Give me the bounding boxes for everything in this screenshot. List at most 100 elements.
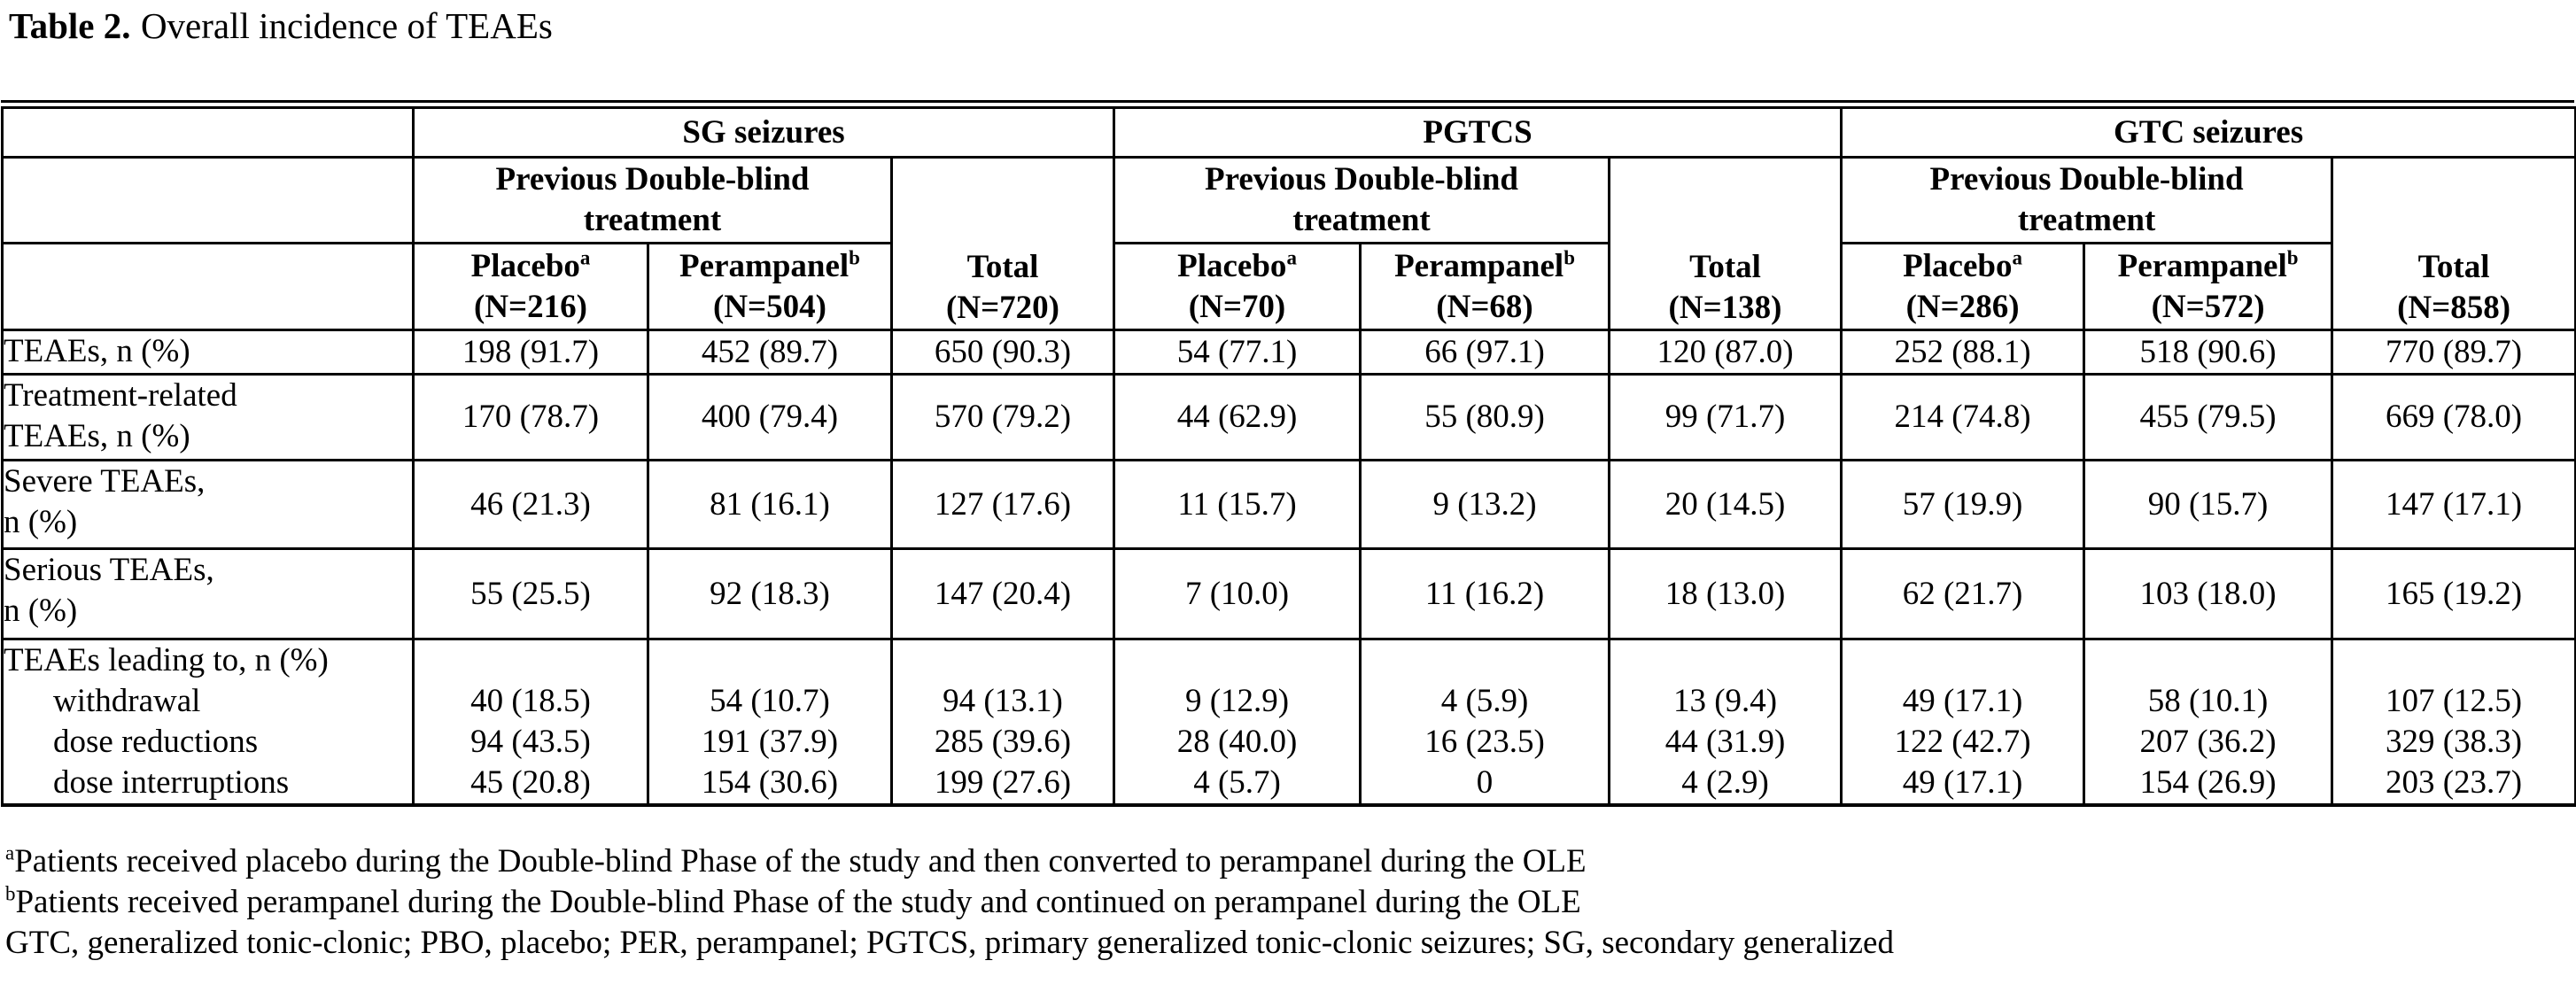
subheader-prev-treatment-sg: Previous Double-blind treatment	[412, 156, 893, 244]
spacer-line	[1612, 641, 1839, 681]
footnote-marker: a	[2012, 246, 2022, 269]
data-cell: 94 (13.1) 285 (39.6) 199 (27.6)	[889, 638, 1116, 807]
footnote-text: Patients received placebo during the Dou…	[14, 843, 1587, 879]
data-line: 58 (10.1)	[2147, 683, 2269, 719]
subheader-line: treatment	[1292, 202, 1431, 238]
data-cell: 452 (89.7)	[647, 329, 893, 376]
data-line: 4 (5.9)	[1440, 683, 1529, 719]
column-header-n: (N=70)	[1188, 288, 1286, 325]
row-label-line: n (%)	[4, 593, 78, 629]
data-cell: 455 (79.5)	[2083, 373, 2334, 461]
data-line: 107 (12.5)	[2385, 683, 2523, 719]
data-cell: 81 (16.1)	[647, 459, 893, 550]
data-cell: 9 (12.9) 28 (40.0) 4 (5.7)	[1113, 638, 1362, 807]
data-cell: 11 (16.2)	[1359, 547, 1611, 640]
spacer-line	[651, 641, 889, 681]
row-label-line: TEAEs, n (%)	[4, 418, 190, 454]
column-header-drug: Placeboa	[1117, 246, 1358, 287]
column-header-n: (N=286)	[1905, 288, 2020, 325]
data-line: 54 (10.7)	[710, 683, 830, 719]
subheader-prev-treatment-pgtcs: Previous Double-blind treatment	[1113, 156, 1611, 244]
column-header-drug: Perampanelb	[2087, 246, 2330, 287]
data-line: 16 (23.5)	[1424, 724, 1545, 760]
data-cell: 127 (17.6)	[889, 459, 1116, 550]
data-cell: 214 (74.8)	[1840, 373, 2086, 461]
data-line: 49 (17.1)	[1902, 764, 2023, 801]
footnote-text: Patients received perampanel during the …	[15, 884, 1581, 920]
data-cell: 55 (25.5)	[412, 547, 649, 640]
row-label-line: TEAEs, n (%)	[4, 333, 190, 369]
data-cell: 49 (17.1) 122 (42.7) 49 (17.1)	[1840, 638, 2086, 807]
data-cell: 62 (21.7)	[1840, 547, 2086, 640]
column-header-n: (N=858)	[2397, 290, 2511, 326]
spacer-line	[2335, 641, 2573, 681]
data-cell: 11 (15.7)	[1113, 459, 1362, 550]
row-label: TEAEs, n (%)	[1, 329, 415, 376]
data-line: 191 (37.9)	[701, 724, 839, 760]
data-cell: 55 (80.9)	[1359, 373, 1611, 461]
data-cell: 58 (10.1) 207 (36.2) 154 (26.9)	[2083, 638, 2334, 807]
column-header-row: Placeboa (N=216) Perampanelb (N=504) Pla…	[1, 242, 2576, 331]
data-cell: 13 (9.4) 44 (31.9) 4 (2.9)	[1608, 638, 1843, 807]
column-header-n: (N=138)	[1668, 290, 1782, 326]
data-cell: 44 (62.9)	[1113, 373, 1362, 461]
column-header-drug: Placeboa	[416, 246, 646, 287]
row-label: Severe TEAEs, n (%)	[1, 459, 415, 550]
column-header-drug: Total	[1689, 249, 1761, 285]
table-title: Table 2. Overall incidence of TEAEs	[9, 4, 553, 48]
row-label-line: Serious TEAEs,	[4, 552, 214, 588]
data-cell: 147 (17.1)	[2331, 459, 2576, 550]
column-header-drug: Placeboa	[1844, 246, 2082, 287]
column-header-drug: Perampanelb	[651, 246, 889, 287]
row-label: TEAEs leading to, n (%) withdrawal dose …	[1, 638, 415, 807]
data-line: 45 (20.8)	[470, 764, 591, 801]
data-line: 154 (26.9)	[2139, 764, 2277, 801]
spacer-line	[1117, 641, 1358, 681]
column-header-drug: Total	[966, 249, 1039, 285]
subrow-label: dose interruptions	[53, 764, 290, 801]
data-cell: 20 (14.5)	[1608, 459, 1843, 550]
data-line: 4 (2.9)	[1681, 764, 1769, 801]
column-header-n: (N=68)	[1436, 288, 1533, 325]
data-cell: 198 (91.7)	[412, 329, 649, 376]
data-cell: 669 (78.0)	[2331, 373, 2576, 461]
data-cell: 120 (87.0)	[1608, 329, 1843, 376]
column-header-n: (N=720)	[946, 290, 1059, 326]
subheader-line: Previous Double-blind	[1205, 161, 1518, 198]
footnote-marker: b	[5, 882, 16, 905]
data-line: 44 (31.9)	[1664, 724, 1786, 760]
data-line: 49 (17.1)	[1902, 683, 2023, 719]
column-header-drug: Perampanelb	[1363, 246, 1607, 287]
data-line: 203 (23.7)	[2385, 764, 2523, 801]
column-header-total-sg: Total (N=720)	[889, 156, 1116, 331]
data-cell: 103 (18.0)	[2083, 547, 2334, 640]
data-cell: 99 (71.7)	[1608, 373, 1843, 461]
teae-table-wrap: SG seizures PGTCS GTC seizures Previous …	[1, 100, 2576, 807]
data-line: 207 (36.2)	[2139, 724, 2277, 760]
group-header-sg: SG seizures	[411, 106, 1116, 159]
data-cell: 570 (79.2)	[889, 373, 1116, 461]
stub-cell	[1, 242, 415, 331]
subheader-line: Previous Double-blind	[1929, 161, 2244, 198]
row-label-line: n (%)	[4, 504, 78, 540]
data-cell: 90 (15.7)	[2083, 459, 2334, 550]
drug-name: Perampanel	[679, 247, 850, 284]
data-line: 28 (40.0)	[1176, 724, 1298, 760]
data-cell: 57 (19.9)	[1840, 459, 2086, 550]
data-line: 329 (38.3)	[2385, 724, 2523, 760]
footnote-abbreviations: GTC, generalized tonic-clonic; PBO, plac…	[5, 923, 1894, 964]
subheader-row: Previous Double-blind treatment Total (N…	[1, 156, 2576, 331]
drug-name: Placebo	[470, 247, 580, 284]
column-header-placebo-pgtcs: Placeboa (N=70)	[1113, 242, 1362, 331]
row-label: Treatment-related TEAEs, n (%)	[1, 373, 415, 461]
column-header-total-gtc: Total (N=858)	[2331, 156, 2576, 331]
footnote-a: aPatients received placebo during the Do…	[5, 841, 1894, 882]
group-header-row: SG seizures PGTCS GTC seizures	[1, 106, 2576, 159]
data-cell: 66 (97.1)	[1359, 329, 1611, 376]
table-title-text: Overall incidence of TEAEs	[140, 5, 553, 46]
data-line: 154 (30.6)	[701, 764, 839, 801]
table-title-label: Table 2.	[9, 5, 131, 46]
column-header-placebo-sg: Placeboa (N=216)	[412, 242, 649, 331]
table-row-serious: Serious TEAEs, n (%) 55 (25.5) 92 (18.3)…	[1, 547, 2576, 640]
